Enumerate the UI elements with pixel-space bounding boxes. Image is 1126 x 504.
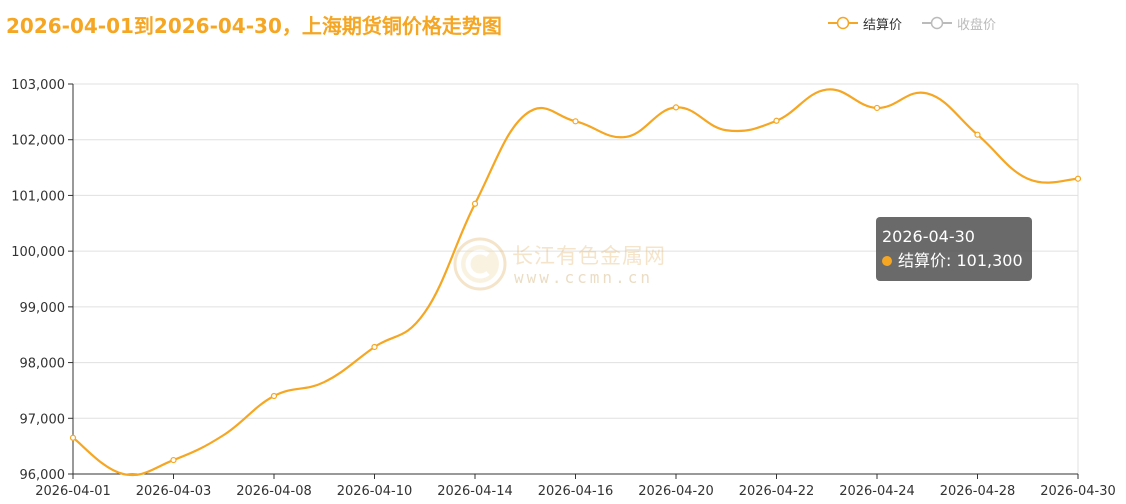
- y-tick-label: 96,000: [20, 468, 66, 483]
- x-tick-label: 2026-04-03: [136, 484, 212, 499]
- data-point: [270, 392, 278, 400]
- tooltip-series-name: 结算价: [898, 251, 947, 270]
- series-line-settlement: [72, 88, 1079, 477]
- x-tick-label: 2026-04-22: [739, 484, 815, 499]
- y-tick-label: 97,000: [20, 412, 66, 427]
- legend-item-close[interactable]: 收盘价: [922, 12, 996, 34]
- data-point: [773, 117, 780, 124]
- watermark-logo-icon: [453, 237, 507, 291]
- x-tick-label: 2026-04-14: [437, 484, 513, 499]
- data-point: [69, 434, 77, 441]
- tooltip: 2026-04-30 结算价: 101,300: [876, 217, 1032, 281]
- tooltip-series-dot-icon: [882, 256, 892, 266]
- data-point: [572, 118, 579, 125]
- chart-title: 2026-04-01到2026-04-30，上海期货铜价格走势图: [6, 14, 502, 38]
- x-tick-label: 2026-04-24: [839, 484, 915, 499]
- legend-label-settlement: 结算价: [863, 17, 903, 33]
- x-tick-label: 2026-04-01: [35, 484, 111, 499]
- x-tick-label: 2026-04-20: [638, 484, 714, 499]
- legend-line-circle-icon: [828, 16, 858, 30]
- watermark-name: 长江有色金属网: [512, 244, 666, 268]
- x-tick-label: 2026-04-10: [337, 484, 413, 499]
- data-point: [873, 104, 881, 112]
- legend-item-settlement[interactable]: 结算价: [828, 12, 902, 34]
- y-tick-label: 100,000: [11, 245, 65, 260]
- x-tick-label: 2026-04-08: [236, 484, 312, 499]
- x-tick-label: 2026-04-30: [1040, 484, 1116, 499]
- tooltip-value: 101,300: [956, 251, 1023, 270]
- y-tick-label: 103,000: [11, 78, 65, 93]
- y-tick-label: 101,000: [11, 189, 65, 204]
- y-tick-label: 99,000: [20, 301, 66, 316]
- x-tick-label: 2026-04-28: [940, 484, 1016, 499]
- legend-line-circle-icon-inactive: [922, 16, 952, 30]
- data-point: [371, 343, 378, 351]
- x-tick-label: 2026-04-16: [538, 484, 614, 499]
- legend-label-close: 收盘价: [957, 17, 997, 33]
- data-point: [471, 200, 479, 207]
- tooltip-value-row: 结算价: 101,300: [882, 249, 1026, 273]
- data-point: [170, 456, 177, 464]
- watermark: 长江有色金属网 www.ccmn.cn: [452, 236, 692, 292]
- data-point: [974, 131, 981, 138]
- data-point: [672, 104, 680, 111]
- y-tick-label: 98,000: [20, 357, 66, 372]
- data-point: [1074, 175, 1082, 182]
- tooltip-date: 2026-04-30: [882, 227, 975, 246]
- y-tick-label: 102,000: [11, 134, 65, 149]
- watermark-url: www.ccmn.cn: [514, 268, 653, 287]
